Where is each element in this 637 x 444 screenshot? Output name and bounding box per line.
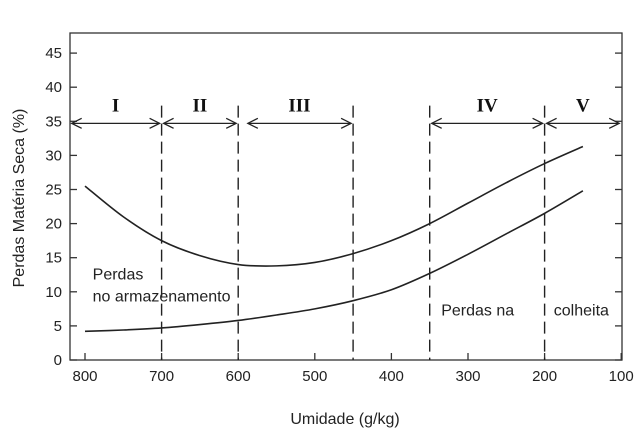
y-tick-label: 10 — [45, 284, 62, 301]
annotation: colheita — [554, 303, 609, 320]
y-tick-label: 30 — [45, 147, 62, 164]
upper-curve — [84, 145, 584, 267]
arrowhead-right-icon — [532, 117, 545, 129]
arrowhead-left-icon — [246, 117, 259, 129]
y-axis-label: Perdas Matéria Seca (%) — [11, 109, 28, 288]
lower-curve — [84, 190, 584, 333]
y-tick-label: 45 — [45, 45, 62, 62]
arrowhead-left-icon — [70, 117, 82, 129]
zone-label: III — [288, 95, 310, 116]
annotation: Perdas — [93, 267, 144, 284]
annotation: Perdas na — [441, 303, 514, 320]
y-tick-label: 40 — [45, 79, 62, 96]
zone-label: II — [193, 95, 208, 116]
x-tick-label: 500 — [302, 368, 327, 385]
arrowhead-left-icon — [162, 117, 174, 129]
zone-label: V — [576, 95, 590, 116]
zone-label: IV — [477, 95, 498, 116]
x-tick-label: 700 — [149, 368, 174, 385]
x-tick-label: 800 — [72, 368, 97, 385]
y-tick-label: 15 — [45, 250, 62, 267]
x-tick-label: 100 — [609, 368, 634, 385]
plot-frame — [69, 32, 623, 361]
x-tick-label: 600 — [226, 368, 251, 385]
x-tick-label: 400 — [379, 368, 404, 385]
y-tick-label: 5 — [54, 318, 62, 335]
arrowhead-left-icon — [545, 117, 557, 129]
arrowhead-right-icon — [225, 117, 238, 129]
y-tick-label: 0 — [54, 352, 62, 369]
arrowhead-right-icon — [149, 117, 162, 129]
y-tick-label: 25 — [45, 182, 62, 199]
y-tick-label: 35 — [45, 113, 62, 130]
x-tick-label: 300 — [455, 368, 480, 385]
arrowhead-right-icon — [340, 117, 353, 129]
zone-label: I — [112, 95, 119, 116]
x-tick-label: 200 — [532, 368, 557, 385]
x-axis-label: Umidade (g/kg) — [290, 411, 399, 428]
arrowhead-right-icon — [608, 117, 621, 129]
arrowhead-left-icon — [430, 117, 442, 129]
annotation: no armazenamento — [93, 288, 231, 305]
y-tick-label: 20 — [45, 216, 62, 233]
